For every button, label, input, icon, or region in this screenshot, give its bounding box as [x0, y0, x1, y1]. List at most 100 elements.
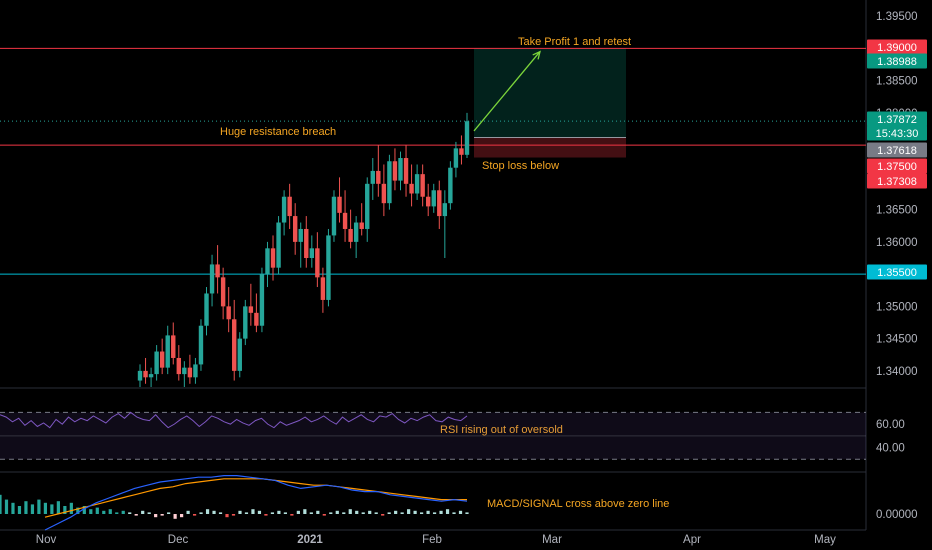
macd-histogram-bar: [4, 499, 9, 514]
candle-body: [414, 174, 420, 194]
price-tag-label: 1.37618: [877, 145, 917, 157]
candle-body: [331, 196, 337, 236]
macd-histogram-bar: [76, 507, 80, 514]
time-tick-label: Feb: [422, 534, 442, 546]
macd-histogram-bar: [173, 514, 177, 519]
time-axis[interactable]: Nov Dec 2021 Feb Mar Apr May: [36, 534, 836, 546]
time-tick-label: Nov: [36, 534, 57, 546]
price-tag-label: 1.35500: [877, 267, 917, 279]
macd-histogram-bar: [413, 510, 417, 514]
candle-body: [437, 190, 442, 217]
macd-histogram-bar: [348, 509, 352, 514]
price-tag-label: 1.39000: [877, 42, 917, 54]
candle-body: [270, 248, 276, 268]
position-tool[interactable]: [474, 48, 626, 158]
price-tag-label: 1.37872: [877, 114, 917, 126]
candle-body: [204, 293, 209, 326]
candle-body: [171, 335, 176, 358]
macd-histogram-bar: [205, 509, 210, 514]
macd-histogram-bar: [355, 510, 359, 514]
macd-histogram-bar: [56, 501, 60, 514]
candle-body: [159, 351, 165, 368]
macd-histogram-bar: [277, 510, 281, 514]
price-tick-label: 1.35000: [876, 301, 918, 313]
candlestick-series: [137, 112, 470, 387]
macd-tick-label: 0.00000: [876, 509, 918, 521]
candle-body: [165, 335, 170, 368]
candle-body: [403, 158, 409, 184]
candle-body: [298, 228, 303, 242]
candle-body: [281, 196, 287, 223]
time-tick-label: May: [814, 534, 836, 546]
candle-body: [392, 161, 398, 181]
price-tick-label: 1.36500: [876, 205, 918, 217]
candle-body: [137, 370, 143, 381]
macd-histogram-bar: [82, 506, 86, 514]
macd-histogram-bar: [458, 510, 463, 514]
candle-body: [232, 319, 237, 371]
candle-body: [453, 148, 459, 168]
macd-annotation[interactable]: MACD/SIGNAL cross above zero line: [487, 498, 669, 510]
macd-histogram-bar: [283, 512, 287, 514]
macd-histogram-bar: [115, 512, 119, 514]
macd-histogram-bar: [264, 514, 268, 516]
horizontal-levels[interactable]: [0, 47, 866, 275]
candle-body: [237, 338, 242, 371]
candle-body: [154, 351, 159, 375]
macd-histogram-bar: [394, 510, 398, 514]
take-profit-zone[interactable]: [474, 48, 626, 138]
annotations[interactable]: Take Profit 1 and retest Huge resistance…: [220, 36, 669, 510]
signal-line: [44, 478, 467, 518]
macd-histogram-bar: [63, 506, 67, 514]
candle-body: [365, 183, 370, 229]
stop-loss-zone[interactable]: [474, 137, 626, 158]
macd-histogram-bar: [251, 509, 255, 514]
candle-body: [198, 325, 204, 365]
candle-body: [259, 274, 265, 326]
take-profit-annotation[interactable]: Take Profit 1 and retest: [518, 36, 631, 48]
macd-pane[interactable]: 0.00000: [0, 475, 918, 531]
candle-body: [276, 222, 281, 268]
macd-histogram-bar: [102, 510, 106, 514]
price-tag-label: 1.38988: [877, 56, 917, 68]
candle-body: [193, 364, 198, 378]
target-arrow[interactable]: [473, 50, 541, 132]
macd-histogram-bar: [439, 510, 443, 514]
macd-histogram-bar: [50, 504, 54, 514]
macd-histogram-bar: [452, 512, 456, 514]
macd-histogram-bar: [419, 512, 424, 514]
price-tag: [867, 125, 927, 141]
macd-histogram-bar: [244, 512, 249, 514]
candle-body: [348, 228, 353, 242]
macd-histogram-bar: [154, 514, 158, 518]
macd-line: [44, 475, 468, 531]
candle-body: [292, 216, 298, 242]
candle-body: [248, 306, 254, 313]
price-tag: [867, 264, 927, 280]
macd-histogram-bar: [432, 512, 437, 514]
macd-histogram-bar: [225, 514, 229, 518]
candle-body: [431, 190, 436, 207]
candle-body: [148, 374, 154, 378]
macd-histogram-bar: [89, 509, 93, 514]
macd-histogram-bar: [121, 510, 125, 514]
macd-histogram-bar: [361, 512, 365, 514]
rsi-annotation[interactable]: RSI rising out of oversold: [440, 424, 563, 436]
macd-histogram-bar: [95, 507, 99, 514]
resistance-annotation[interactable]: Huge resistance breach: [220, 126, 336, 138]
macd-histogram-bar: [108, 509, 112, 514]
stop-loss-annotation[interactable]: Stop loss below: [482, 160, 559, 172]
macd-histogram-bar: [257, 510, 262, 514]
macd-histogram-bar: [303, 509, 307, 514]
macd-histogram-bar: [374, 512, 378, 514]
macd-histogram-bar: [387, 512, 391, 514]
rsi-pane[interactable]: 60.00 40.00: [0, 411, 905, 460]
price-tag: [867, 111, 927, 127]
candle-body: [220, 277, 226, 307]
macd-histogram-bar: [465, 512, 469, 514]
candle-body: [464, 121, 470, 155]
candle-body: [176, 357, 181, 375]
macd-histogram-bar: [147, 512, 151, 514]
candle-body: [320, 277, 326, 300]
